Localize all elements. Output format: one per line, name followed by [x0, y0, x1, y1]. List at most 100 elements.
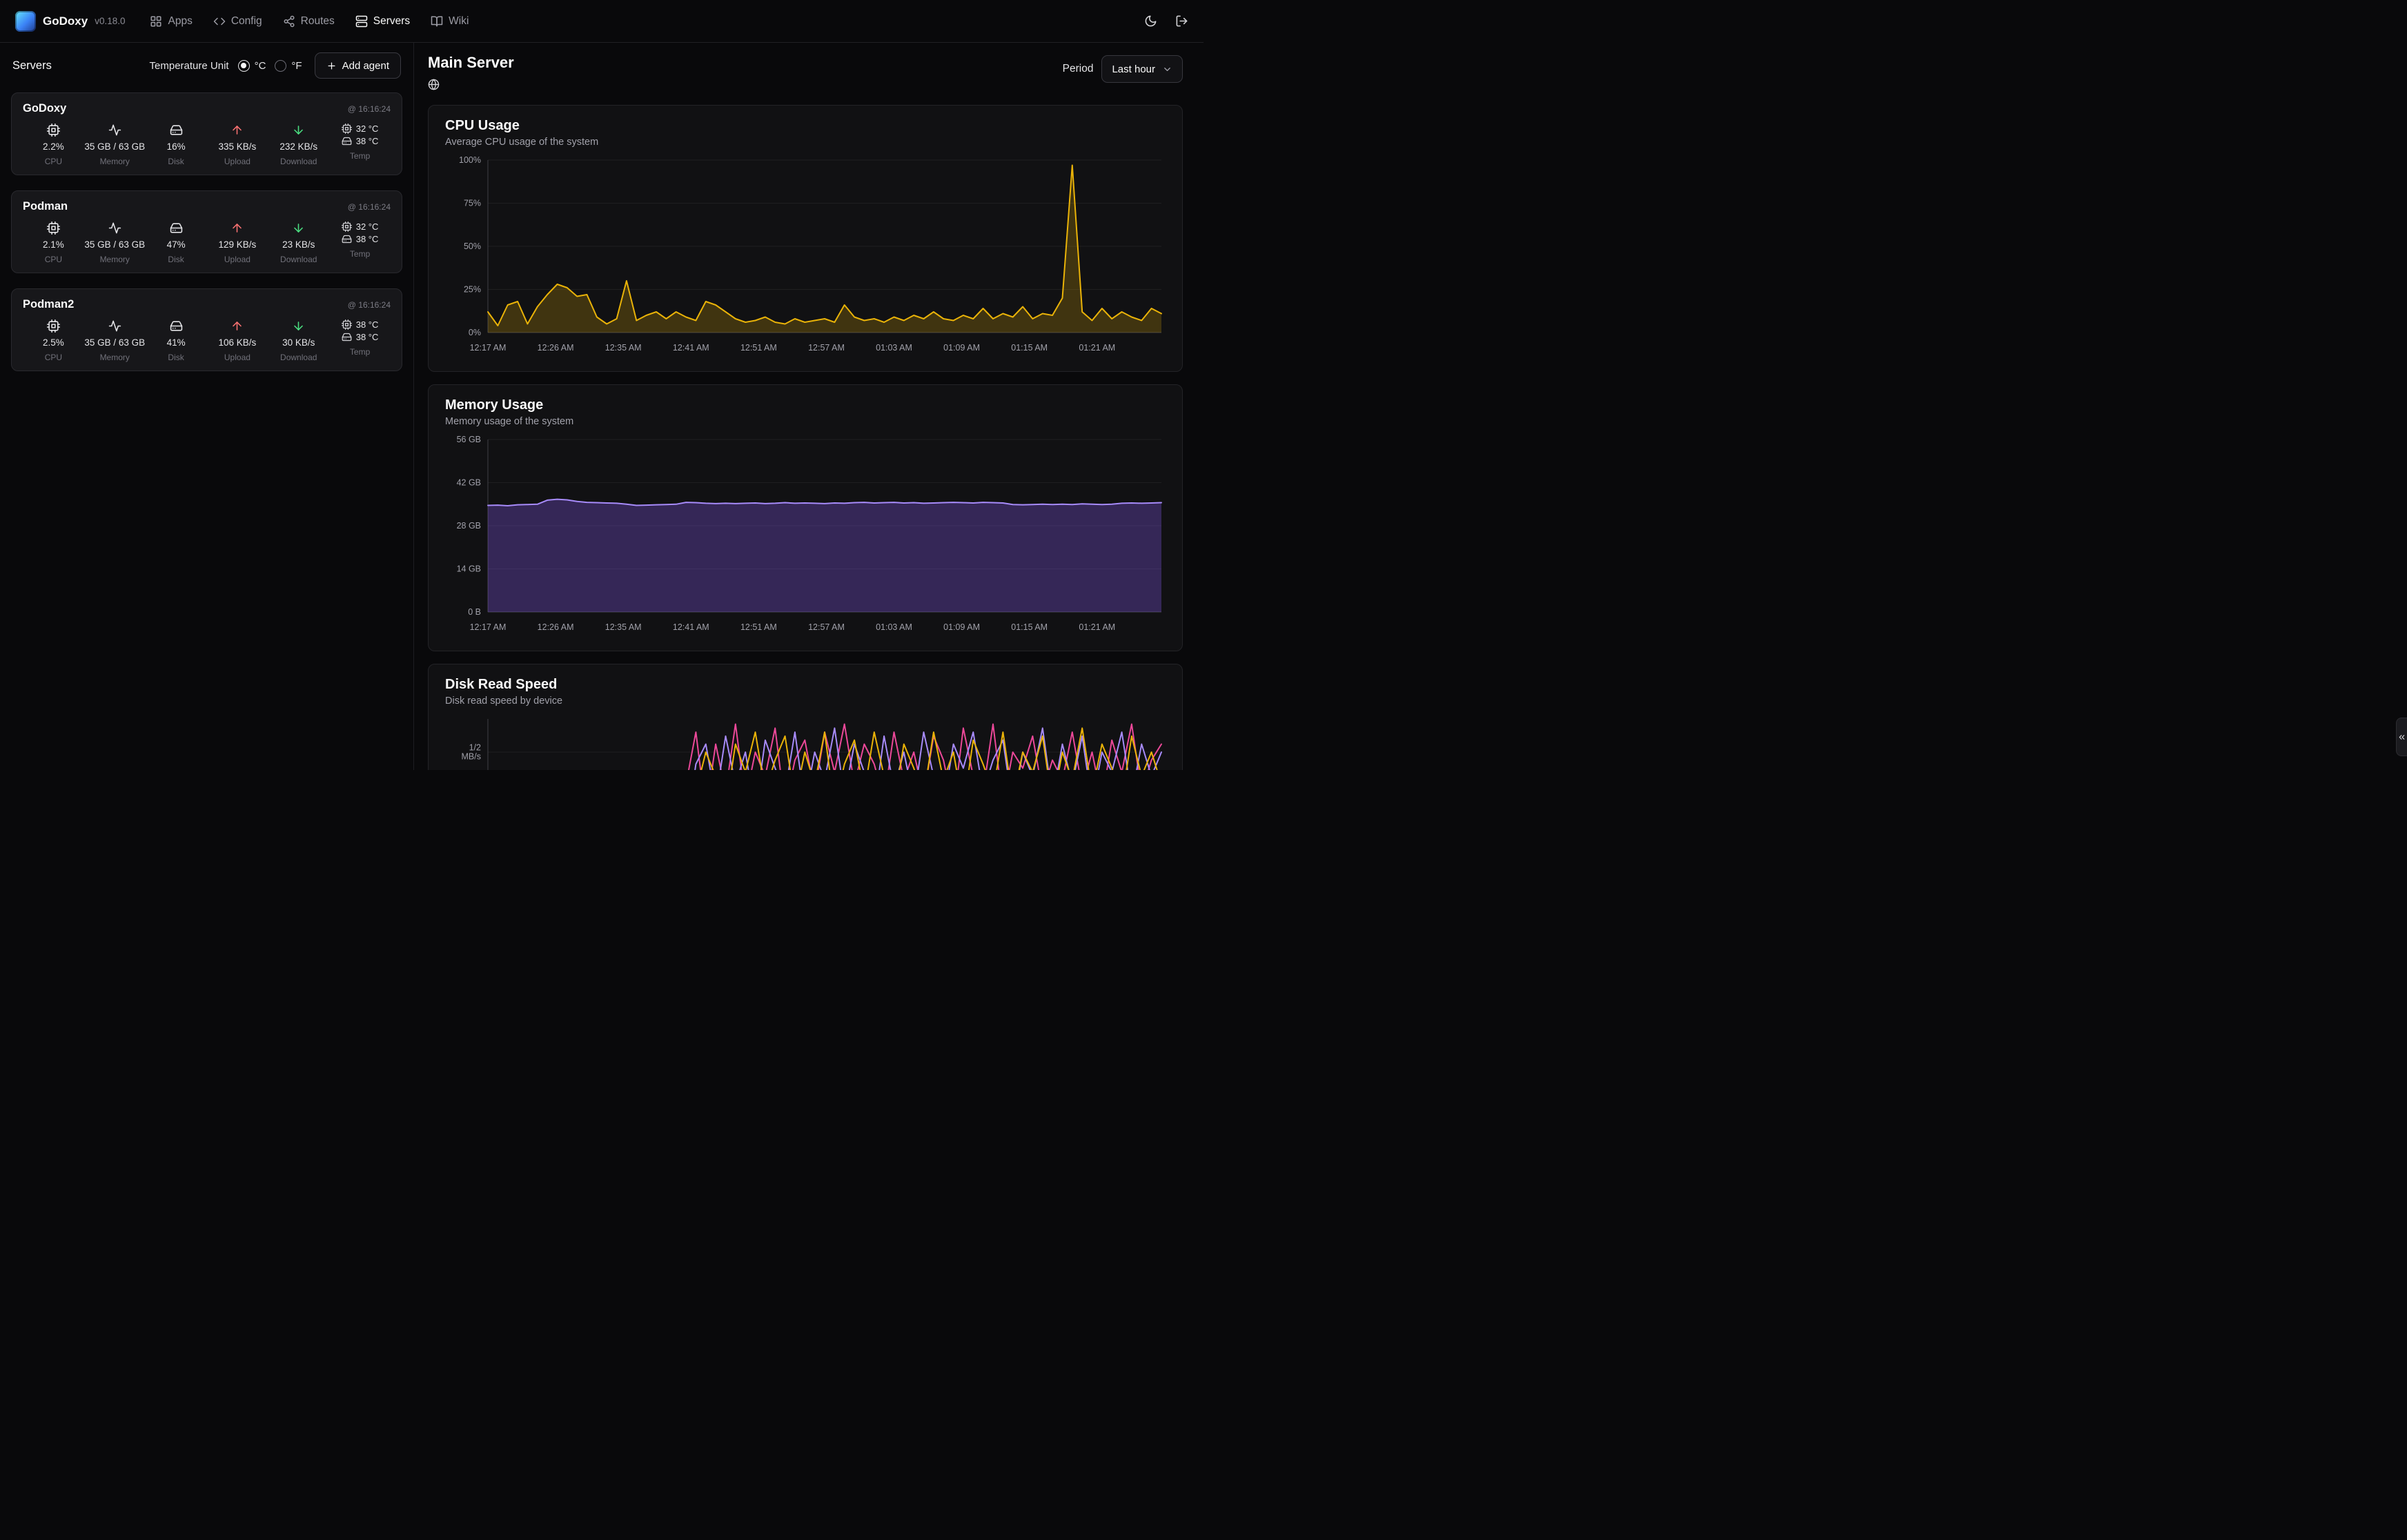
svg-text:01:15 AM: 01:15 AM: [1011, 343, 1048, 353]
server-card-podman2[interactable]: Podman2 @ 16:16:24 2.5% CPU 35 GB / 63 GB…: [11, 288, 402, 371]
stat-memory: 35 GB / 63 GB Memory: [84, 124, 146, 166]
svg-text:01:03 AM: 01:03 AM: [876, 343, 912, 353]
nav-wiki[interactable]: Wiki: [431, 15, 469, 28]
stat-disk: 47% Disk: [146, 221, 207, 264]
fahrenheit-label: °F: [291, 59, 302, 72]
svg-text:12:51 AM: 12:51 AM: [740, 343, 777, 353]
cpu-value: 2.1%: [43, 239, 64, 250]
radio-celsius[interactable]: °C: [237, 59, 266, 72]
stat-temp: 32 °C 38 °C Temp: [329, 124, 391, 166]
svg-text:100%: 100%: [459, 156, 481, 165]
main-nav: Apps Config Routes Servers Wiki: [150, 15, 469, 28]
svg-text:01:15 AM: 01:15 AM: [1011, 622, 1048, 632]
svg-text:25%: 25%: [464, 285, 481, 295]
brand[interactable]: GoDoxy v0.18.0: [15, 10, 126, 32]
temp-label: Temp: [349, 151, 371, 161]
chart-subtitle: Average CPU usage of the system: [445, 137, 599, 148]
memory-value: 35 GB / 63 GB: [84, 239, 146, 250]
svg-text:01:09 AM: 01:09 AM: [943, 622, 980, 632]
logout-icon[interactable]: [1175, 14, 1188, 28]
stat-temp: 38 °C 38 °C Temp: [329, 319, 391, 362]
disk-temp-icon: [342, 234, 352, 244]
svg-text:12:57 AM: 12:57 AM: [808, 343, 845, 353]
cpu-temp-icon: [342, 124, 352, 134]
cpu-usage-card: CPU Usage Average CPU usage of the syste…: [428, 105, 1183, 372]
disk-value: 41%: [166, 337, 186, 348]
period-value: Last hour: [1112, 63, 1155, 75]
memory-usage-card: Memory Usage Memory usage of the system …: [428, 384, 1183, 651]
nav-servers-label: Servers: [373, 14, 411, 27]
chart-title: Disk Read Speed: [445, 677, 558, 692]
brand-version: v0.18.0: [95, 16, 126, 26]
memory-usage-chart: 0 B 14 GB 28 GB 42 GB 56 GB 12:17 AM 12:26 AM 1…: [445, 435, 1166, 637]
svg-text:01:09 AM: 01:09 AM: [943, 343, 980, 353]
page-title: Main Server: [428, 54, 514, 71]
disk-temp-value: 38 °C: [355, 234, 379, 244]
stat-temp: 32 °C 38 °C Temp: [329, 221, 391, 264]
upload-label: Upload: [224, 353, 250, 362]
nav-routes-label: Routes: [300, 14, 335, 27]
nav-routes[interactable]: Routes: [283, 15, 335, 28]
main-content: Main Server Period Last hour CPU Usage A…: [414, 43, 1204, 770]
servers-icon: [355, 15, 368, 28]
brand-name: GoDoxy: [43, 14, 88, 28]
period-select[interactable]: Last hour: [1101, 55, 1183, 83]
godoxy-logo-icon: [15, 10, 36, 32]
plus-icon: [326, 61, 337, 71]
activity-icon: [108, 319, 121, 333]
chart-subtitle: Memory usage of the system: [445, 416, 574, 427]
svg-text:12:41 AM: 12:41 AM: [673, 622, 709, 632]
radio-dot: [237, 59, 250, 72]
stat-cpu: 2.5% CPU: [23, 319, 84, 362]
chart-title: Memory Usage: [445, 397, 544, 413]
stat-download: 23 KB/s Download: [268, 221, 329, 264]
svg-text:28 GB: 28 GB: [457, 521, 481, 531]
server-card-podman[interactable]: Podman @ 16:16:24 2.1% CPU 35 GB / 63 GB M…: [11, 190, 402, 273]
svg-text:12:17 AM: 12:17 AM: [470, 343, 507, 353]
disk-label: Disk: [168, 255, 184, 264]
download-arrow-icon: [292, 124, 305, 137]
period-label: Period: [1062, 63, 1094, 75]
nav-config[interactable]: Config: [213, 15, 262, 28]
svg-text:12:17 AM: 12:17 AM: [470, 622, 507, 632]
radio-fahrenheit[interactable]: °F: [275, 59, 302, 72]
server-card-godoxy[interactable]: GoDoxy @ 16:16:24 2.2% CPU 35 GB / 63 GB M…: [11, 92, 402, 175]
celsius-label: °C: [254, 59, 266, 72]
svg-text:56 GB: 56 GB: [457, 435, 481, 444]
cpu-temp-icon: [342, 319, 352, 330]
collapse-panel-handle[interactable]: [2396, 718, 2407, 756]
disk-label: Disk: [168, 157, 184, 166]
globe-icon[interactable]: [428, 79, 440, 90]
svg-text:12:41 AM: 12:41 AM: [673, 343, 709, 353]
cpu-label: CPU: [44, 353, 63, 362]
memory-label: Memory: [99, 157, 130, 166]
hard-drive-icon: [170, 319, 183, 333]
svg-text:0 B: 0 B: [468, 607, 481, 617]
svg-text:12:35 AM: 12:35 AM: [605, 622, 642, 632]
upload-arrow-icon: [230, 124, 244, 137]
temp-label: Temp: [349, 249, 371, 259]
nav-config-label: Config: [230, 14, 262, 27]
svg-text:12:35 AM: 12:35 AM: [605, 343, 642, 353]
svg-text:50%: 50%: [464, 241, 481, 251]
disk-read-speed-chart: 1/2 MB/s: [445, 715, 1166, 770]
nav-servers[interactable]: Servers: [355, 15, 410, 28]
download-value: 30 KB/s: [282, 337, 315, 348]
stat-disk: 16% Disk: [146, 124, 207, 166]
svg-text:01:21 AM: 01:21 AM: [1079, 622, 1115, 632]
svg-text:12:51 AM: 12:51 AM: [740, 622, 777, 632]
cpu-temp-icon: [342, 221, 352, 232]
server-card-list: GoDoxy @ 16:16:24 2.2% CPU 35 GB / 63 GB M…: [0, 87, 413, 377]
stat-cpu: 2.2% CPU: [23, 124, 84, 166]
chart-title: CPU Usage: [445, 118, 520, 133]
nav-apps[interactable]: Apps: [150, 15, 193, 28]
upload-value: 106 KB/s: [218, 337, 257, 348]
disk-label: Disk: [168, 353, 184, 362]
download-label: Download: [280, 157, 317, 166]
cpu-icon: [47, 319, 60, 333]
disk-temp-value: 38 °C: [355, 136, 379, 146]
servers-panel: Servers Temperature Unit °C °F Add agent…: [0, 43, 414, 770]
stat-memory: 35 GB / 63 GB Memory: [84, 319, 146, 362]
theme-toggle-moon-icon[interactable]: [1144, 14, 1157, 28]
add-agent-button[interactable]: Add agent: [314, 52, 401, 79]
